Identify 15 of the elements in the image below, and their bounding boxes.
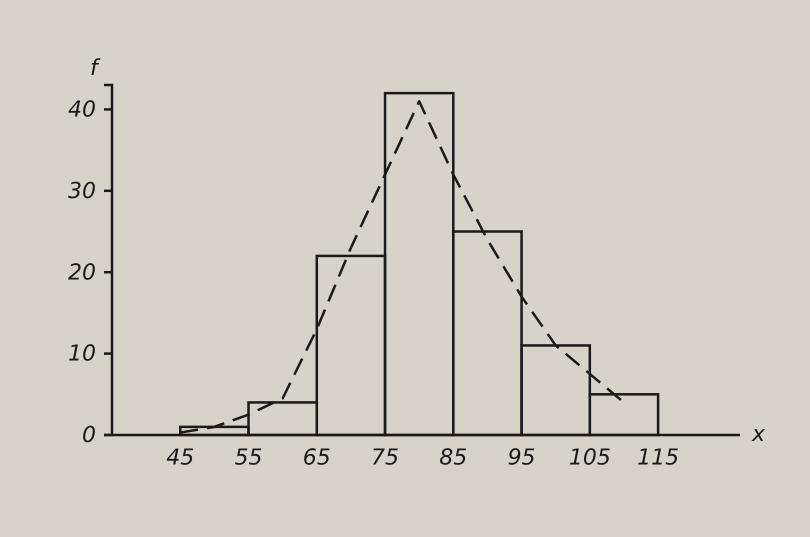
x-tick-label: 105	[568, 446, 611, 471]
y-tick-label: 30	[68, 178, 96, 204]
y-axis-title: f	[90, 56, 101, 81]
y-tick-label: 10	[68, 342, 96, 367]
x-tick-label: 85	[439, 446, 468, 471]
x-tick-label: 95	[508, 446, 536, 471]
x-tick-label: 65	[302, 446, 331, 471]
x-axis-title: x	[751, 422, 766, 447]
x-tick-label: 75	[371, 446, 400, 471]
y-tick-label: 0	[82, 423, 96, 448]
y-tick-label: 20	[68, 260, 96, 286]
x-tick-label: 115	[637, 446, 680, 471]
x-tick-label: 45	[166, 446, 194, 471]
y-tick-label: 40	[68, 97, 96, 122]
x-tick-label: 55	[234, 446, 263, 471]
